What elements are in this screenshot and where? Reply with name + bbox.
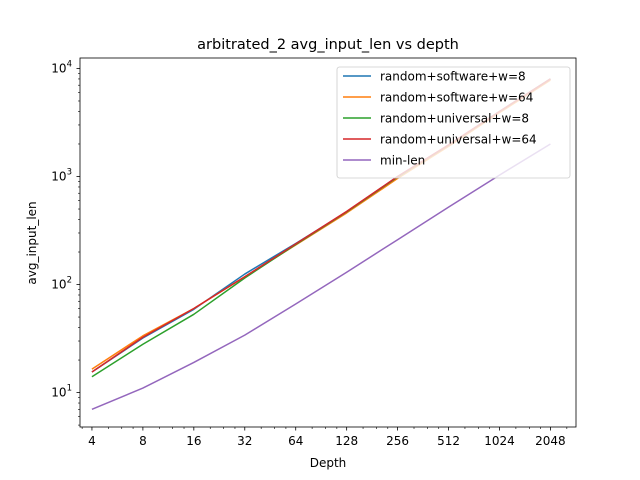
y-tick-label: 101 (51, 384, 72, 400)
legend-box (336, 66, 571, 179)
y-tick-label: 104 (51, 59, 72, 75)
x-axis-title: Depth (310, 456, 347, 470)
y-tick-label: 103 (51, 168, 72, 184)
y-tick-label: 102 (51, 276, 72, 292)
x-tick-label: 1024 (484, 434, 515, 448)
chart-title: arbitrated_2 avg_input_len vs depth (197, 37, 459, 53)
x-axis: 4 8 16 32 64 128 256 512 1024 2048 (81, 427, 568, 448)
legend-label: random+universal+w=64 (380, 133, 537, 147)
x-tick-label: 128 (335, 434, 358, 448)
x-tick-label: 2048 (535, 434, 566, 448)
x-tick-label: 64 (288, 434, 303, 448)
legend-label: random+universal+w=8 (380, 112, 529, 126)
x-tick-label: 512 (437, 434, 460, 448)
x-tick-label: 256 (386, 434, 409, 448)
x-tick-label: 32 (237, 434, 252, 448)
legend-label: min-len (380, 154, 425, 168)
series-line-4 (91, 143, 551, 410)
plot-frame (79, 57, 577, 428)
legend: random+software+w=8 random+software+w=64 r… (336, 66, 571, 179)
legend-label: random+software+w=64 (380, 91, 533, 105)
y-axis-title: avg_input_len (25, 201, 39, 284)
x-tick-label: 4 (88, 434, 96, 448)
legend-label: random+software+w=8 (380, 70, 526, 84)
y-axis: 101 102 103 104 (51, 59, 80, 426)
x-tick-label: 16 (186, 434, 201, 448)
x-tick-label: 8 (139, 434, 147, 448)
